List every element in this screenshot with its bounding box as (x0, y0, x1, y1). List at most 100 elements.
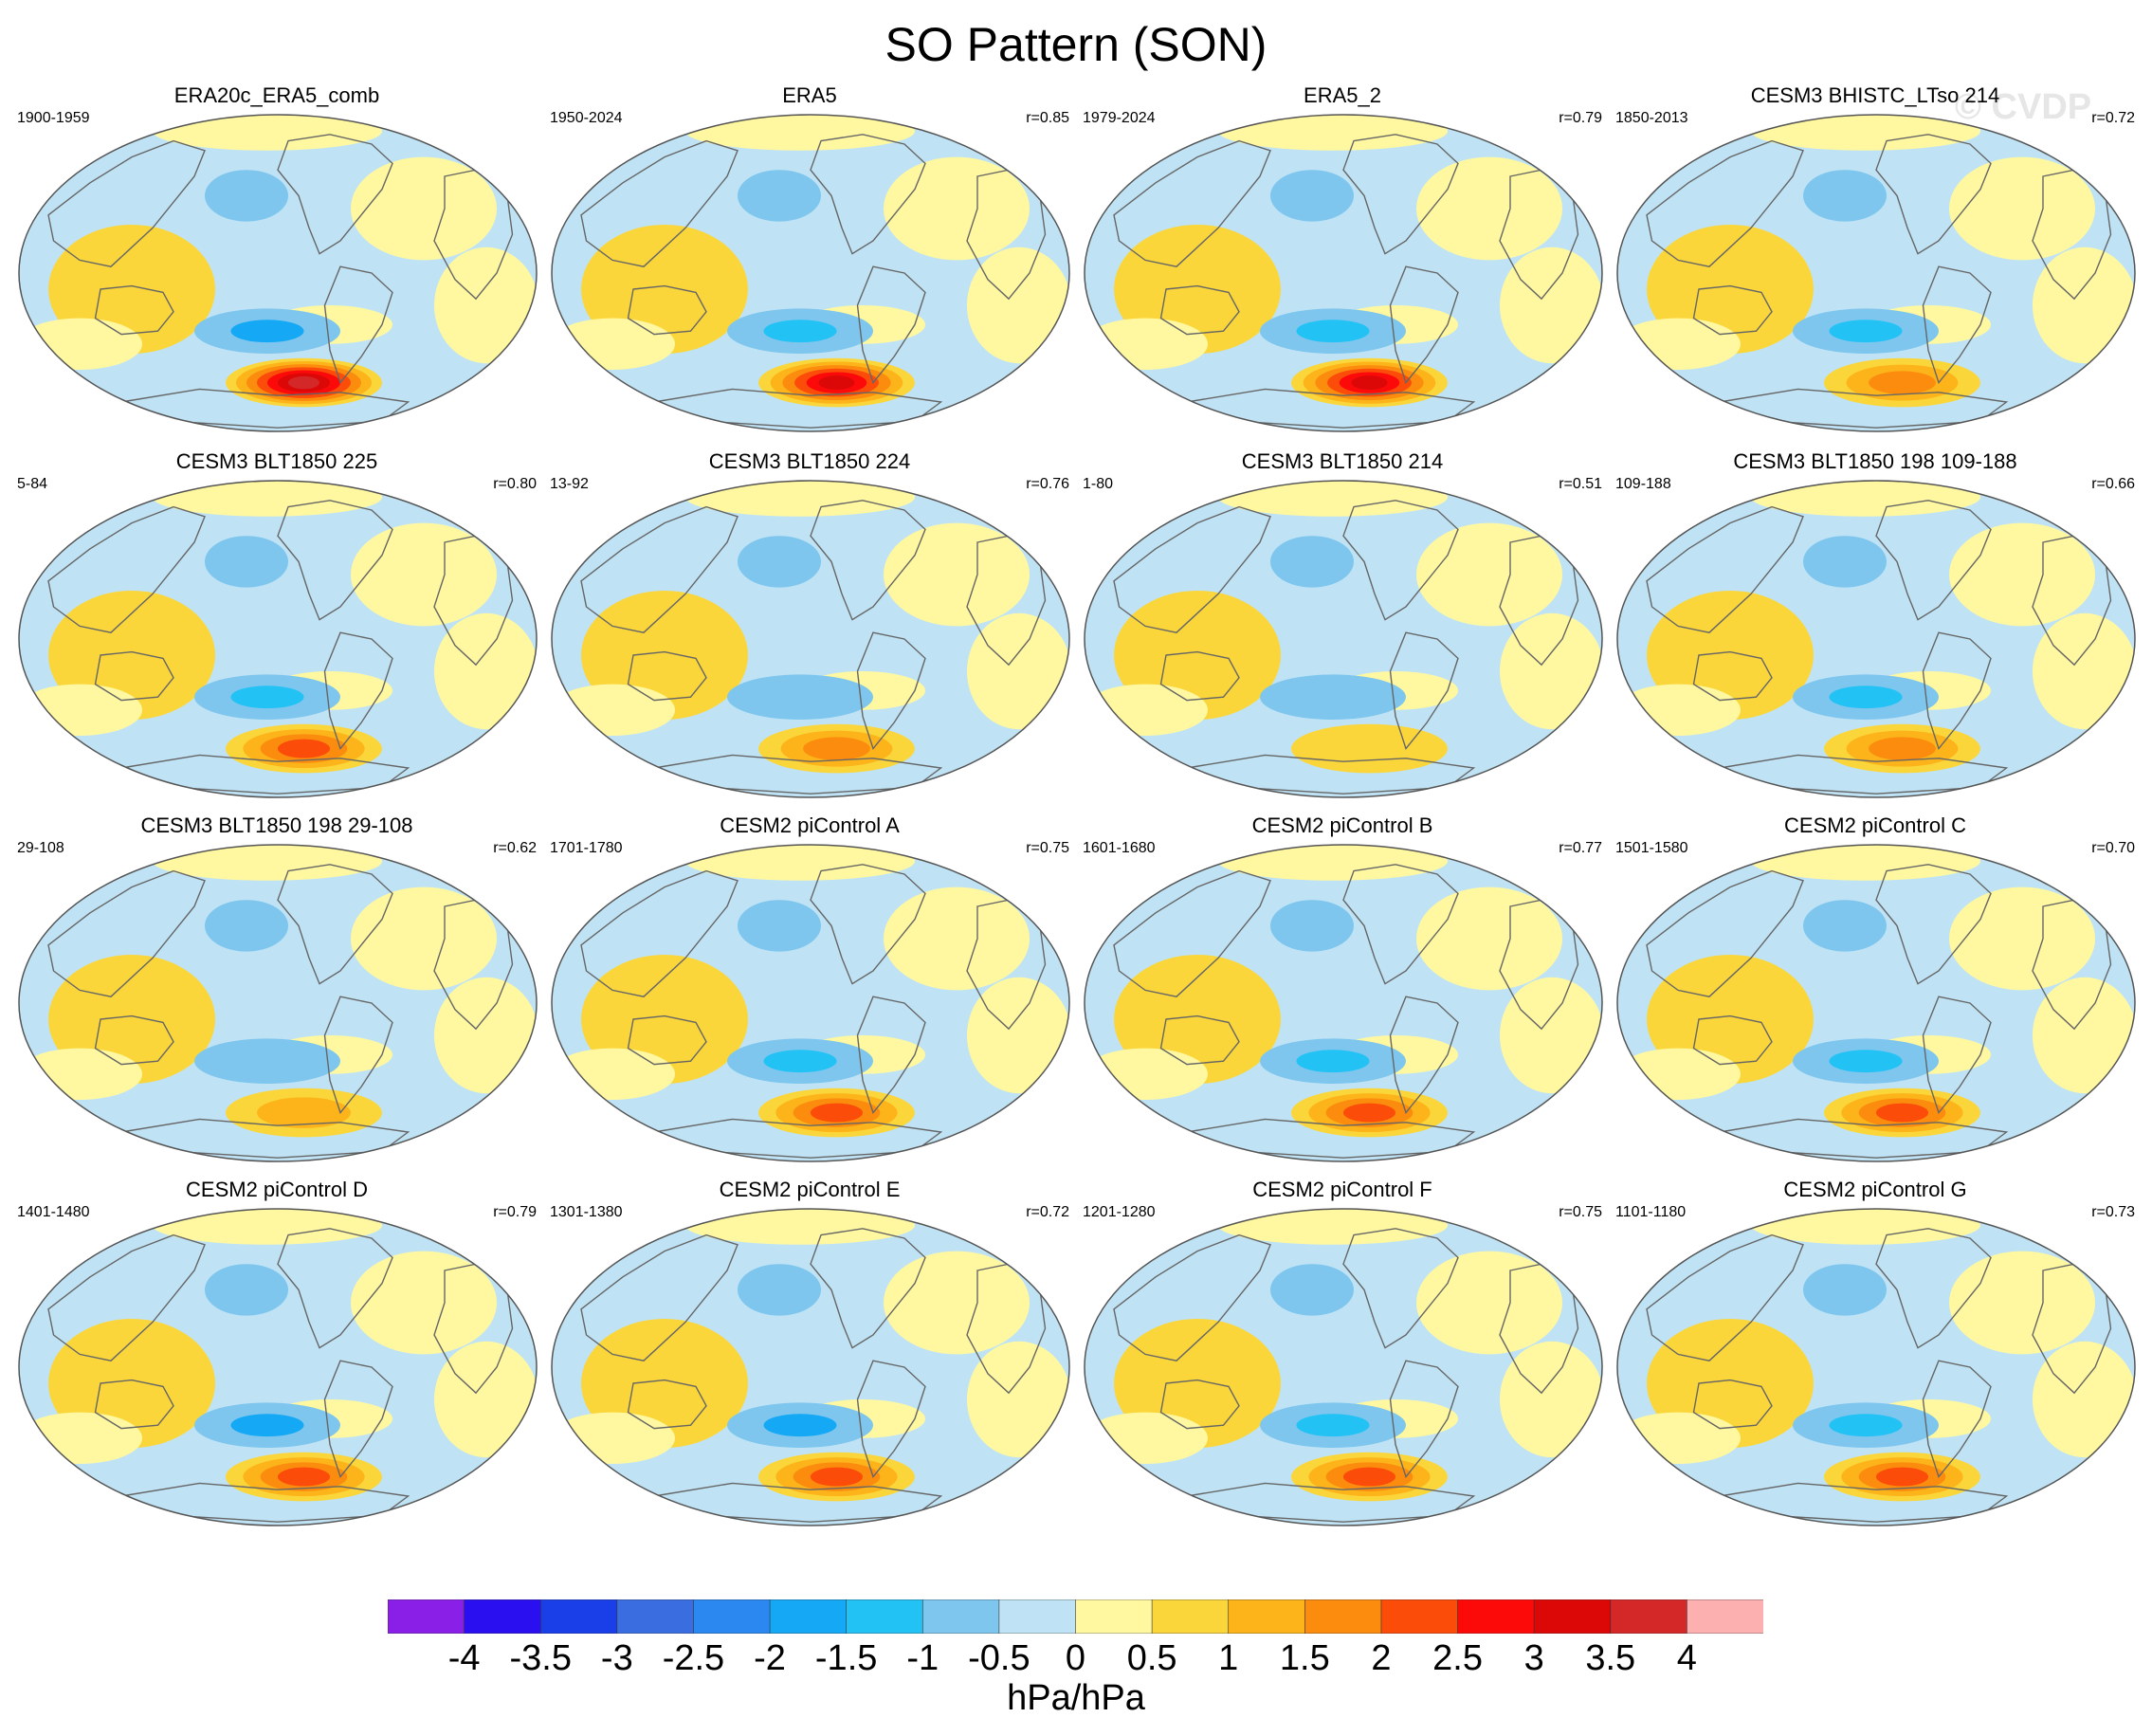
map-panel: CESM2 piControl E 1301-1380 r=0.72 (544, 1178, 1075, 1538)
colorbar-swatch (388, 1599, 465, 1634)
coastline (651, 1482, 943, 1523)
positive-anomaly-region (434, 1341, 537, 1458)
map-border (18, 1208, 538, 1526)
colorbar-swatch (846, 1599, 924, 1634)
positive-anomaly-region (552, 318, 675, 371)
cvdp-watermark: © CVDP (1955, 87, 2092, 127)
panel-title: CESM3 BLT1850 214 (1241, 449, 1444, 473)
positive-anomaly-region (1751, 115, 1980, 151)
colorbar-tick-label: 2 (1371, 1638, 1392, 1678)
coastline (627, 1379, 707, 1430)
panel-correlation: r=0.72 (2091, 110, 2135, 126)
panel-period: 1701-1780 (550, 840, 623, 856)
coastline (1692, 284, 1773, 336)
panel-title: CESM3 BLT1850 224 (708, 449, 911, 473)
positive-anomaly-region (685, 115, 915, 151)
positive-anomaly-region (967, 247, 1069, 364)
negative-anomaly-region (1270, 1264, 1354, 1316)
panel-title: CESM2 piControl A (720, 813, 900, 837)
coastline (47, 505, 206, 633)
panel-title: ERA20c_ERA5_comb (173, 83, 380, 107)
panel-period: 1501-1580 (1615, 840, 1688, 856)
coastline (277, 134, 393, 255)
southern-ocean-center (1876, 1103, 1928, 1123)
colorbar-swatch (693, 1599, 771, 1634)
coastline (1159, 284, 1240, 336)
positive-anomaly-region (2033, 1341, 2135, 1458)
colorbar-tick-label: -2.5 (662, 1638, 725, 1678)
coastline (580, 505, 739, 633)
positive-anomaly-region (1085, 1048, 1208, 1101)
map-panel: CESM3 BLT1850 225 5-84 r=0.80 (11, 449, 542, 810)
southern-ocean-center (257, 1097, 351, 1128)
negative-anomaly-region (1803, 900, 1887, 952)
negative-anomaly-region (763, 1414, 837, 1437)
positive-anomaly-region (884, 886, 1030, 991)
map-panel: CESM2 piControl D 1401-1480 r=0.79 (11, 1178, 542, 1538)
coastline (810, 134, 926, 255)
panel-period: 1201-1280 (1083, 1204, 1156, 1220)
positive-anomaly-region (1949, 1251, 2095, 1355)
map-plot (551, 844, 1070, 1162)
negative-anomaly-region (738, 1264, 821, 1316)
map-plot (18, 480, 538, 798)
coastline (277, 500, 393, 621)
colorbar-swatch (1610, 1599, 1688, 1634)
positive-anomaly-region (884, 1251, 1030, 1355)
coastline (277, 864, 393, 985)
negative-anomaly-region (1296, 320, 1370, 343)
map-panel: ERA20c_ERA5_comb 1900-1959 (11, 83, 542, 444)
colorbar-tick-label: -1 (906, 1638, 939, 1678)
negative-anomaly-region (230, 685, 304, 709)
panel-title: ERA5 (782, 83, 837, 107)
positive-anomaly-region (1500, 247, 1602, 364)
panel-period: 29-108 (17, 840, 64, 856)
positive-anomaly-region (351, 1251, 497, 1355)
positive-anomaly-region (884, 156, 1030, 261)
coastline (1113, 1233, 1271, 1361)
positive-anomaly-region (2033, 977, 2135, 1094)
panel-correlation: r=0.79 (493, 1204, 537, 1220)
positive-anomaly-region (1085, 318, 1208, 371)
panel-correlation: r=0.73 (2091, 1204, 2135, 1220)
positive-anomaly-region (351, 522, 497, 627)
positive-anomaly-region (1617, 684, 1741, 737)
map-panel: ERA5_2 1979-2024 r=0.79 (1077, 83, 1608, 444)
coastline (580, 869, 739, 997)
map-border (1616, 480, 2136, 798)
southern-ocean-center (811, 1103, 863, 1123)
coastline (1159, 1014, 1240, 1066)
colorbar-tick-label: -3.5 (509, 1638, 572, 1678)
colorbar-tick-label: 3.5 (1585, 1638, 1636, 1678)
map-border (551, 844, 1070, 1162)
positive-anomaly-region (1218, 481, 1448, 517)
panel-correlation: r=0.77 (1559, 840, 1602, 856)
map-border (1084, 114, 1603, 432)
coastline (1113, 869, 1271, 997)
coastline (856, 996, 926, 1115)
colorbar-swatch (616, 1599, 695, 1634)
panel-period: 1979-2024 (1083, 110, 1156, 126)
panel-title: CESM2 piControl E (719, 1178, 901, 1201)
negative-anomaly-region (230, 320, 304, 343)
map-border (551, 114, 1070, 432)
map-border (551, 480, 1070, 798)
map-border (18, 844, 538, 1162)
panel-period: 1950-2024 (550, 110, 623, 126)
coastline (1717, 1118, 2009, 1159)
coastline (856, 1360, 926, 1479)
coastline (1717, 388, 2009, 429)
negative-anomaly-region (1270, 170, 1354, 222)
coastline (651, 388, 943, 429)
panel-correlation: r=0.85 (1026, 110, 1069, 126)
coastline (94, 1379, 174, 1430)
panel-title: ERA5_2 (1304, 83, 1381, 107)
coastline (1184, 1482, 1476, 1523)
colorbar-tick-label: 2.5 (1432, 1638, 1483, 1678)
positive-anomaly-region (1500, 612, 1602, 730)
negative-anomaly-region (1296, 1414, 1370, 1437)
positive-anomaly-region (1949, 886, 2095, 991)
coastline (1159, 1379, 1240, 1430)
coastline (47, 869, 206, 997)
map-border (18, 114, 538, 432)
